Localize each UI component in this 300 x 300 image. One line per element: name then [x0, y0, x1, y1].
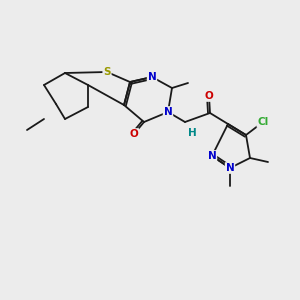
Text: S: S — [103, 67, 111, 77]
Text: Cl: Cl — [257, 117, 268, 127]
Text: N: N — [148, 72, 156, 82]
Text: N: N — [208, 151, 216, 161]
Text: O: O — [205, 91, 213, 101]
Text: O: O — [130, 129, 138, 139]
Text: N: N — [164, 107, 172, 117]
Text: N: N — [226, 163, 234, 173]
Text: H: H — [188, 128, 196, 138]
